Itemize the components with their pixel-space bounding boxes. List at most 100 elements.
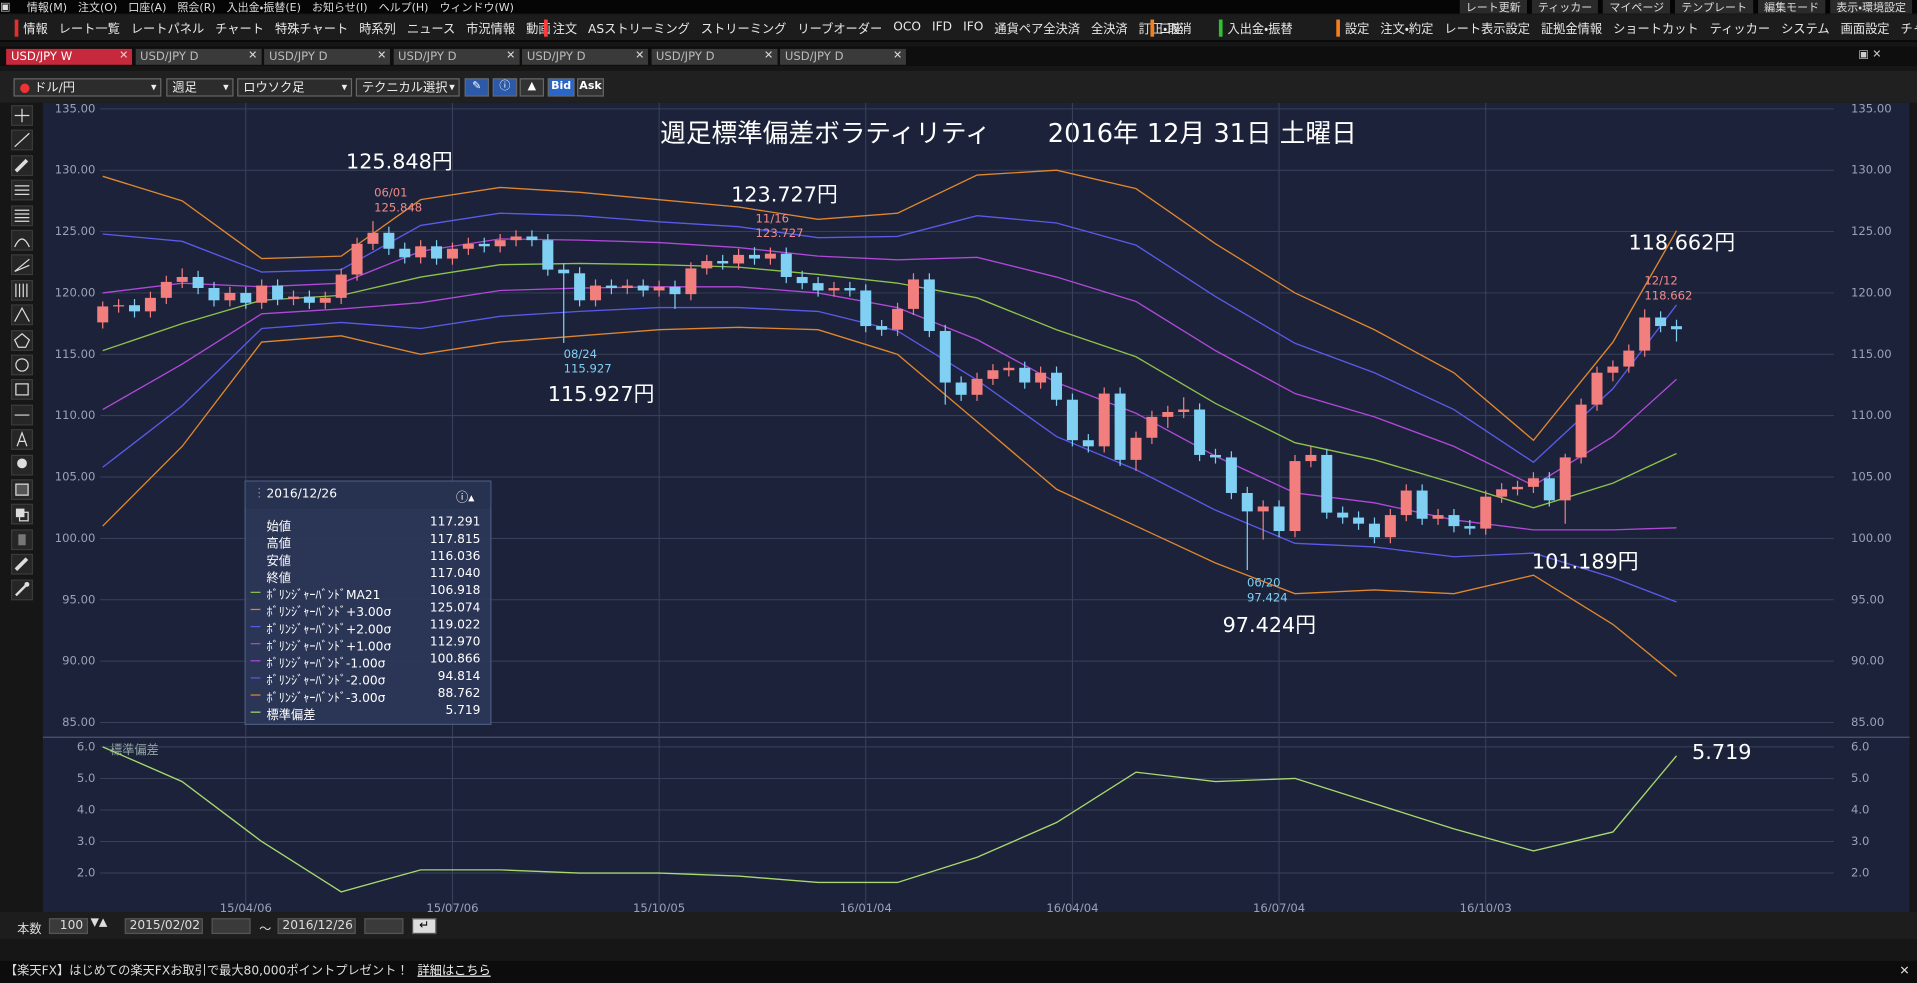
toolbar-item[interactable]: IFD — [932, 20, 953, 35]
reload-button[interactable]: ↵ — [412, 918, 437, 935]
toolbar-item[interactable]: 全決済 — [1090, 23, 1128, 37]
tab[interactable]: USD/JPY D ✕ — [393, 48, 519, 65]
menu-item[interactable]: ヘルプ(H) — [378, 2, 429, 14]
menu-right-item[interactable]: 表示・環境設定 — [1830, 0, 1913, 14]
toolbar-item[interactable]: ティッカー — [1709, 23, 1771, 37]
tool-button[interactable] — [11, 529, 34, 550]
toolbar-item[interactable]: 情報 — [23, 23, 48, 37]
toolbar-item[interactable]: チャート — [1900, 23, 1917, 37]
tool-button[interactable] — [11, 404, 34, 426]
tab-close[interactable]: ✕ — [893, 50, 903, 63]
menu-item[interactable]: 口座(A) — [128, 2, 167, 14]
toolbar-item[interactable]: 注文・約定 — [1380, 23, 1434, 37]
toolbar-item[interactable]: システム — [1781, 23, 1830, 37]
tool-button[interactable] — [11, 229, 34, 251]
menu-item[interactable]: 照会(R) — [177, 2, 216, 14]
tool-button[interactable] — [11, 130, 34, 151]
tab-close[interactable]: ✕ — [248, 50, 258, 63]
tool-button[interactable] — [11, 155, 34, 176]
tab-close[interactable]: ✕ — [506, 50, 516, 63]
toolbar-item[interactable]: 証拠金情報 — [1540, 23, 1603, 37]
period-select[interactable]: 週足 — [166, 78, 234, 98]
tool-button[interactable] — [11, 329, 34, 351]
toolbar-item[interactable]: 設定 — [1344, 23, 1370, 37]
draw-button[interactable]: ✎ — [464, 78, 490, 97]
toolbar-item[interactable]: 口座 — [1159, 23, 1184, 37]
menu-item[interactable]: 注文(O) — [77, 2, 118, 14]
tool-button[interactable] — [11, 554, 34, 575]
to-date[interactable]: 2016/12/26 — [277, 918, 356, 935]
tab-close[interactable]: ✕ — [119, 50, 129, 63]
info-button[interactable]: ⓘ — [492, 78, 518, 97]
tool-button[interactable] — [11, 479, 34, 501]
toolbar-item[interactable]: レートパネル — [130, 23, 205, 37]
tool-button[interactable] — [11, 579, 34, 600]
tool-button[interactable] — [11, 379, 34, 401]
ask-button[interactable]: Ask — [577, 78, 604, 97]
tab-close[interactable]: ✕ — [635, 50, 645, 63]
menu-right-item[interactable]: レート更新 — [1459, 0, 1527, 14]
toolbar-item[interactable]: 画面設定 — [1840, 23, 1890, 37]
tool-button[interactable] — [11, 179, 34, 201]
toolbar-item[interactable]: ショートカット — [1613, 23, 1699, 37]
tab-close[interactable]: ✕ — [377, 50, 387, 63]
chart-type-select[interactable]: ロウソク足 — [237, 78, 353, 98]
app-icon[interactable]: ▣ — [0, 0, 11, 13]
from-time[interactable] — [211, 918, 251, 935]
toolbar-item[interactable]: 注文 — [552, 23, 578, 37]
menu-right-item[interactable]: ティッカー — [1531, 0, 1599, 14]
promo-link[interactable]: 詳細はこちら — [417, 964, 491, 979]
toolbar-item[interactable]: ニュース — [406, 23, 456, 37]
pair-select[interactable]: ● ドル/円 — [13, 78, 162, 98]
count-stepper[interactable]: ▼▲ — [90, 916, 108, 930]
bid-button[interactable]: Bid — [547, 78, 575, 97]
toolbar-item[interactable]: リーブオーダー — [797, 23, 883, 37]
menu-right-item[interactable]: テンプレート — [1675, 0, 1754, 14]
tool-button[interactable] — [11, 354, 34, 376]
toolbar-item[interactable]: ストリーミング — [700, 23, 787, 37]
count-input[interactable]: 100 — [48, 918, 89, 935]
toolbar-item[interactable]: 市況情報 — [466, 23, 516, 37]
window-controls[interactable]: ▣ ✕ — [1858, 48, 1882, 62]
toolbar-item[interactable]: 入出金・振替 — [1227, 23, 1293, 37]
from-date[interactable]: 2015/02/02 — [124, 918, 203, 935]
tool-button[interactable] — [11, 105, 34, 126]
toolbar-item[interactable]: 通貨ペア全決済 — [994, 23, 1080, 37]
toolbar-item[interactable]: 特殊チャート — [274, 23, 349, 37]
panel-toggle[interactable]: ⓘ▴ — [456, 491, 475, 505]
tab-label: USD/JPY W — [11, 50, 73, 64]
tool-button[interactable] — [11, 454, 34, 476]
menu-item[interactable]: 入出金・振替(E) — [226, 2, 301, 14]
menu-item[interactable]: お知らせ(I) — [311, 2, 368, 14]
tool-button[interactable] — [11, 304, 34, 326]
tool-button[interactable] — [11, 204, 34, 226]
tool-button[interactable] — [11, 504, 34, 525]
to-time[interactable] — [364, 918, 404, 935]
status-close[interactable]: ✕ — [1899, 964, 1910, 979]
toolbar-item[interactable]: ASストリーミング — [588, 23, 690, 37]
toolbar-item[interactable]: OCO — [893, 20, 922, 35]
area-button[interactable]: ▲ — [519, 78, 545, 97]
menu-right-item[interactable]: 編集モード — [1757, 0, 1826, 14]
tool-button[interactable] — [11, 279, 34, 301]
tool-button[interactable] — [11, 254, 34, 276]
toolbar-item[interactable]: レート表示設定 — [1444, 23, 1530, 37]
menu-item[interactable]: ウィンドウ(W) — [439, 2, 514, 14]
tab[interactable]: USD/JPY D ✕ — [522, 48, 648, 65]
toolbar-item[interactable]: チャート — [215, 23, 264, 37]
toolbar-item[interactable]: IFO — [963, 20, 984, 35]
toolbar-item[interactable]: レート一覧 — [58, 23, 120, 37]
tab-close[interactable]: ✕ — [764, 50, 774, 63]
candle-body — [1575, 404, 1587, 458]
tool-button[interactable] — [11, 429, 34, 451]
toolbar-item[interactable]: 時系列 — [359, 23, 396, 37]
menu-right-item[interactable]: マイページ — [1603, 0, 1671, 14]
tab[interactable]: USD/JPY D ✕ — [135, 48, 262, 65]
x-tick-label: 15/10/05 — [633, 901, 685, 912]
tab[interactable]: USD/JPY D ✕ — [651, 48, 777, 65]
menu-item[interactable]: 情報(M) — [26, 2, 67, 14]
technical-select[interactable]: テクニカル選択 — [355, 78, 460, 98]
tab[interactable]: USD/JPY D ✕ — [264, 48, 391, 65]
tab[interactable]: USD/JPY W ✕ — [6, 48, 133, 65]
tab[interactable]: USD/JPY D ✕ — [780, 48, 906, 65]
